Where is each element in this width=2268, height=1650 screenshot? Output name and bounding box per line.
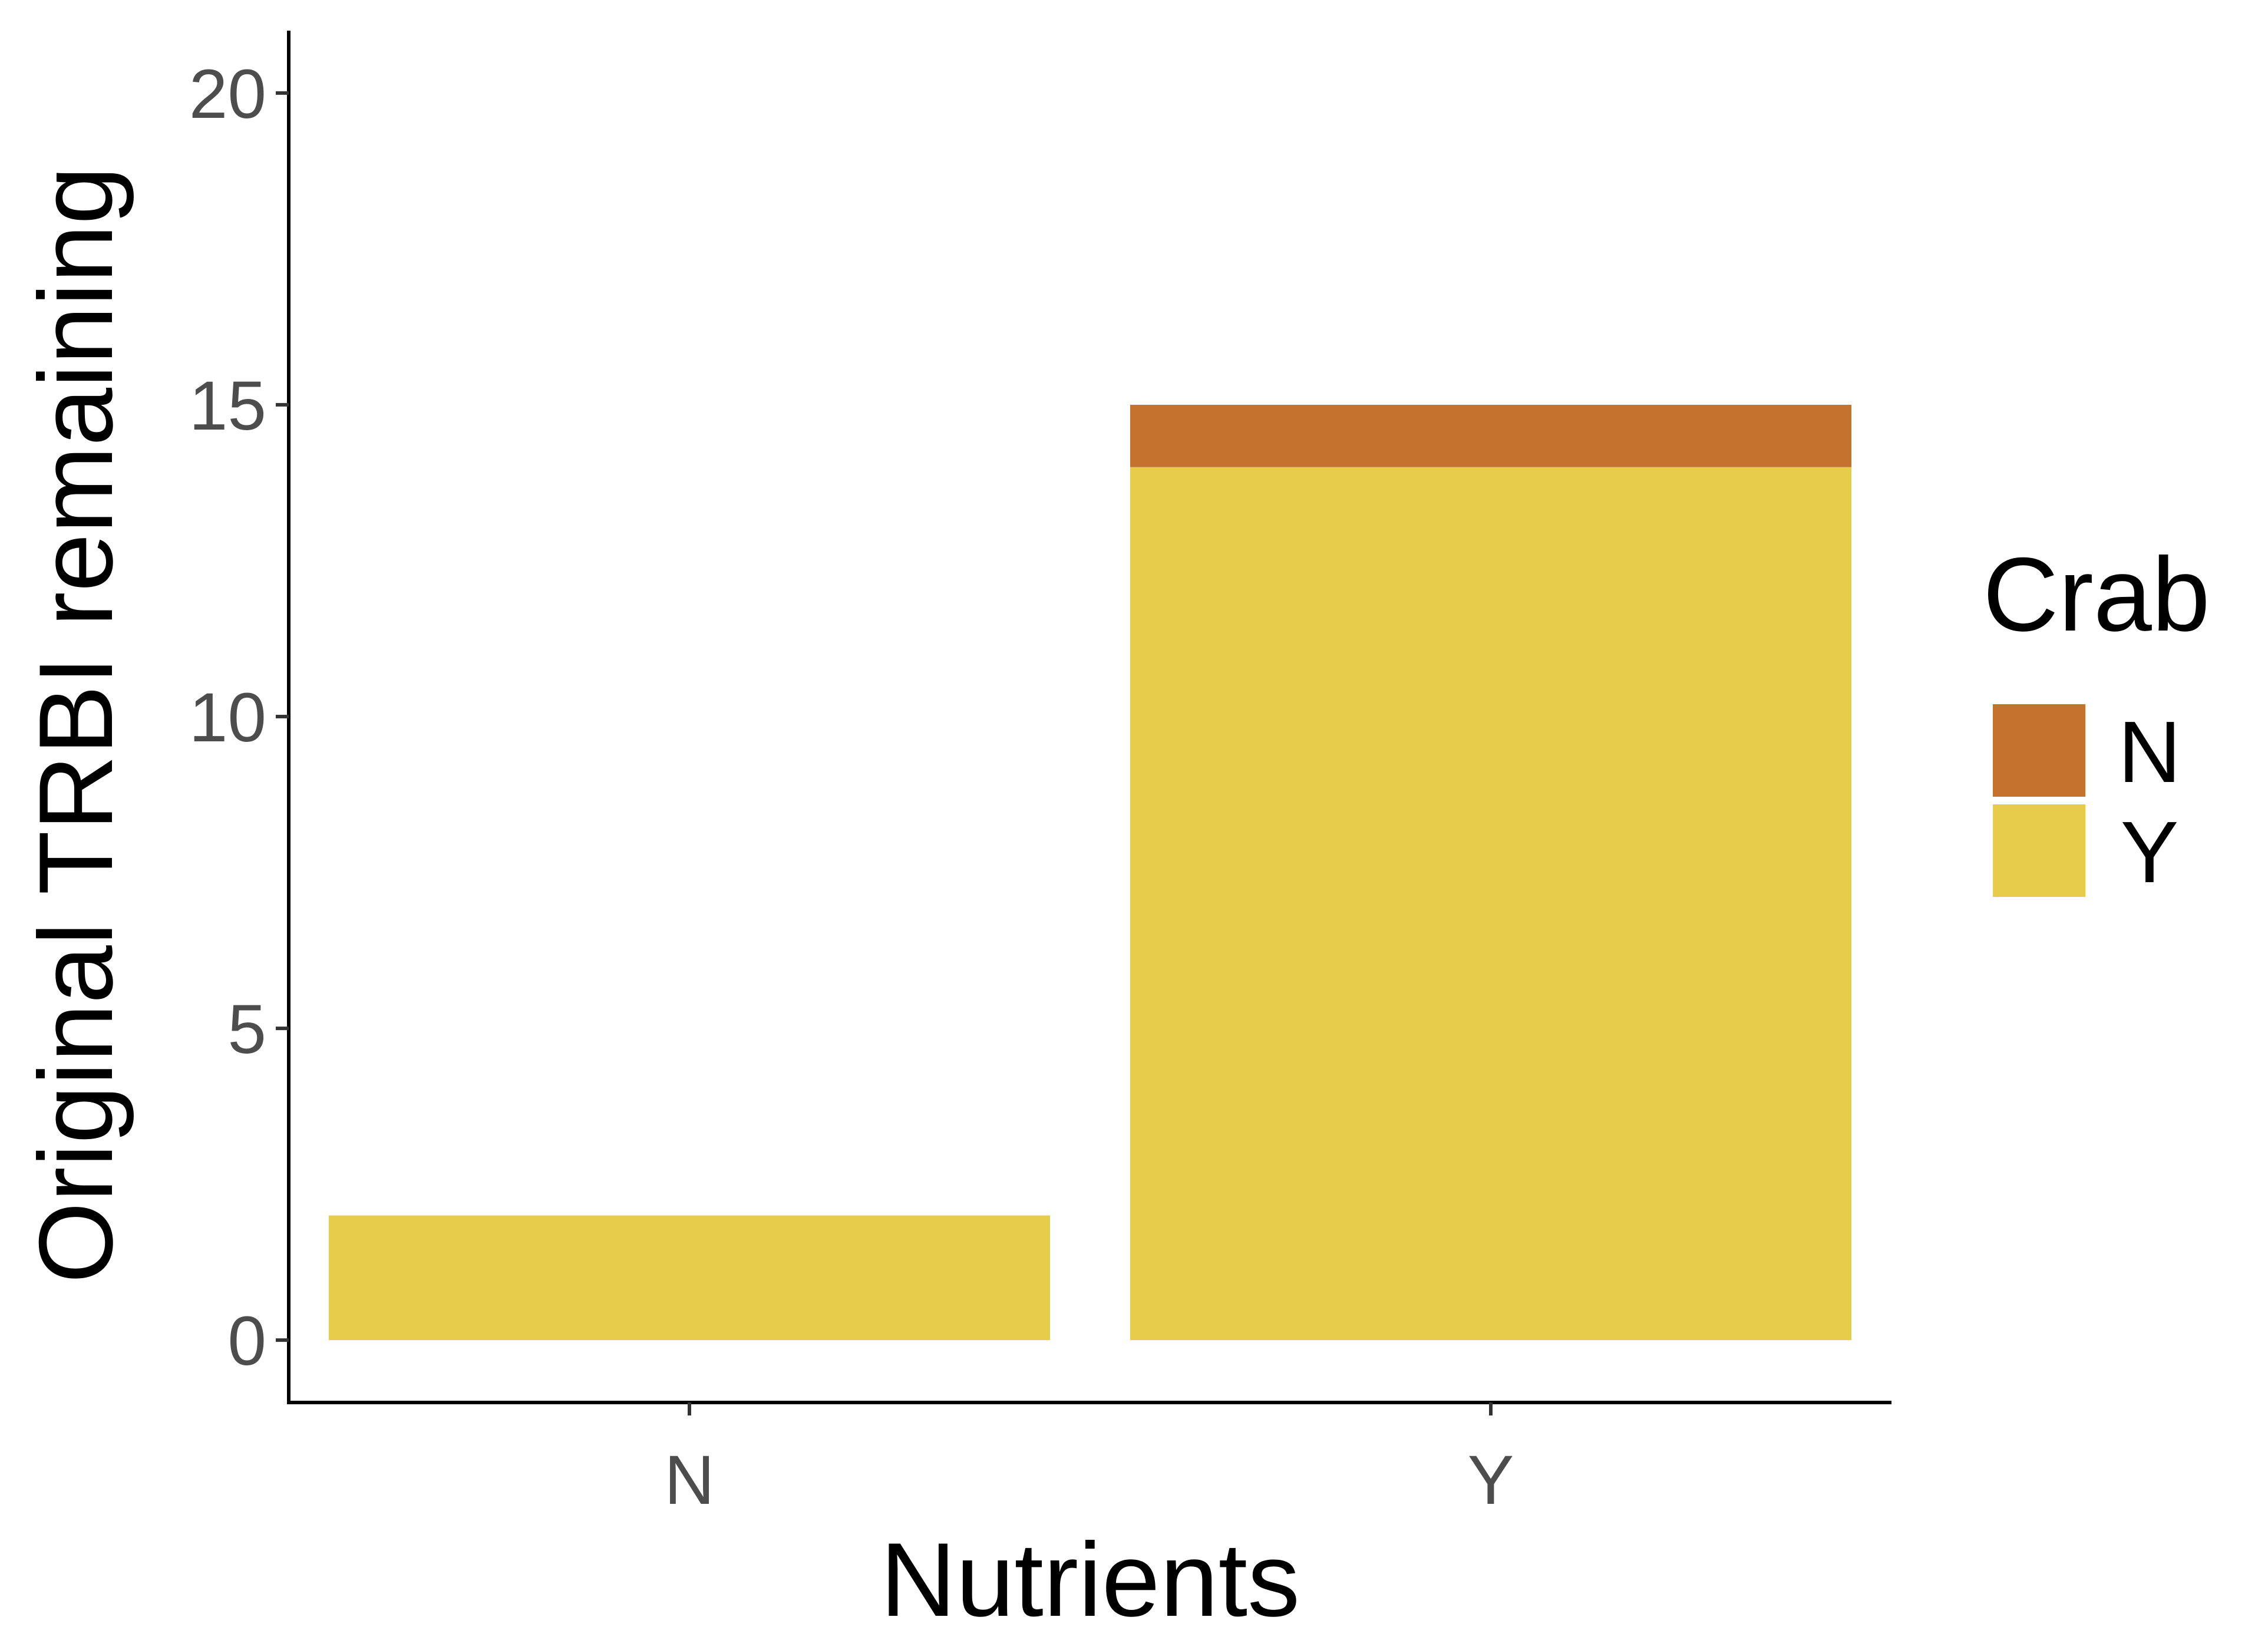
legend-items: NY	[1993, 704, 2181, 901]
y-tick-label: 0	[227, 1302, 266, 1380]
bar-Y-N	[1130, 404, 1851, 467]
y-axis: 0 5 10 15 20	[189, 31, 290, 1402]
y-tick-label: 15	[189, 367, 266, 445]
x-tick-label: N	[664, 1441, 714, 1519]
x-tick-label: Y	[1468, 1441, 1514, 1519]
y-tick-label: 10	[189, 679, 266, 757]
legend-swatch-Y	[1993, 804, 2085, 897]
legend-title: Crab	[1983, 536, 2210, 653]
bars	[329, 404, 1851, 1341]
legend-label-N: N	[2118, 704, 2181, 801]
legend: Crab NY	[1983, 536, 2210, 901]
y-axis-title: Original TRBI remaining	[17, 166, 134, 1283]
bar-Y-Y	[1130, 467, 1851, 1341]
x-axis-title: Nutrients	[880, 1521, 1300, 1638]
legend-swatch-N	[1993, 704, 2085, 797]
y-tick-label: 5	[227, 991, 266, 1068]
legend-label-Y: Y	[2121, 804, 2179, 901]
bar-N-Y	[329, 1215, 1050, 1341]
y-tick-label: 20	[189, 55, 266, 133]
